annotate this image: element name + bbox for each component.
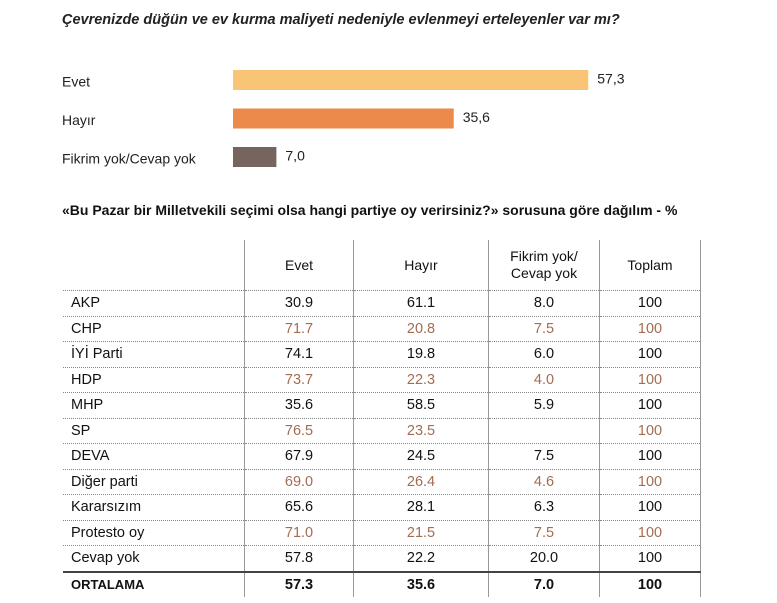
cell: 22.3 (353, 367, 489, 393)
column-header: Evet (244, 240, 354, 291)
cell: 100 (599, 418, 701, 444)
cell: 100 (599, 494, 701, 521)
row-label: AKP (63, 290, 245, 317)
cell: 20.8 (353, 316, 489, 342)
table-row: AKP 30.9 61.1 8.0 100 (63, 290, 701, 317)
bar (233, 70, 589, 90)
corner-cell (63, 240, 245, 291)
row-label: DEVA (63, 443, 245, 470)
cell: 100 (599, 341, 701, 368)
cell: 100 (599, 367, 701, 393)
cell: 71.7 (244, 316, 354, 342)
column-header: Hayır (353, 240, 489, 291)
category-label: Evet (62, 74, 90, 90)
table-row: SP 76.5 23.5 100 (63, 418, 701, 444)
cell: 69.0 (244, 469, 354, 495)
bar-chart: Çevrenizde düğün ve ev kurma maliyeti ne… (62, 12, 625, 167)
row-label: Cevap yok (63, 545, 245, 572)
cell: 100 (599, 392, 701, 419)
cell: 5.9 (488, 392, 600, 419)
cell: 22.2 (353, 545, 489, 572)
cell: 7.5 (488, 520, 600, 546)
chart-title: Çevrenizde düğün ve ev kurma maliyeti ne… (62, 12, 620, 28)
table-row: MHP 35.6 58.5 5.9 100 (63, 392, 701, 419)
cell: 6.3 (488, 494, 600, 521)
cell: 74.1 (244, 341, 354, 368)
cell: 71.0 (244, 520, 354, 546)
row-label: MHP (63, 392, 245, 419)
cell: 67.9 (244, 443, 354, 470)
cell: 21.5 (353, 520, 489, 546)
row-label: Protesto oy (63, 520, 245, 546)
data-table: Evet Hayır Fikrim yok/ Cevap yok Toplam AKP… (63, 240, 701, 597)
category-label: Fikrim yok/Cevap yok (62, 151, 197, 167)
header-row: Evet Hayır Fikrim yok/ Cevap yok Toplam (63, 240, 701, 291)
cell: 57.3 (244, 570, 354, 597)
cell: 100 (599, 520, 701, 546)
cell: 61.1 (353, 290, 489, 317)
cell: 35.6 (244, 392, 354, 419)
table-row: Kararsızım 65.6 28.1 6.3 100 (63, 494, 701, 521)
column-header: Fikrim yok/ Cevap yok (488, 240, 600, 291)
cell: 100 (599, 545, 701, 572)
table-row: Diğer parti 69.0 26.4 4.6 100 (63, 469, 701, 495)
value-label: 7,0 (285, 148, 305, 164)
cell: 23.5 (353, 418, 489, 444)
cell: 76.5 (244, 418, 354, 444)
row-label: İYİ Parti (63, 341, 245, 368)
table-row: Protesto oy 71.0 21.5 7.5 100 (63, 520, 701, 546)
cell: 73.7 (244, 367, 354, 393)
row-label: ORTALAMA (63, 570, 245, 597)
cell: 4.6 (488, 469, 600, 495)
table-row: Cevap yok 57.8 22.2 20.0 100 (63, 545, 701, 572)
table-title: «Bu Pazar bir Milletvekili seçimi olsa h… (62, 202, 678, 218)
cell: 6.0 (488, 341, 600, 368)
cell: 19.8 (353, 341, 489, 368)
column-header: Toplam (599, 240, 701, 291)
row-label: SP (63, 418, 245, 444)
cell: 7.5 (488, 316, 600, 342)
cell: 100 (599, 316, 701, 342)
bar (233, 147, 277, 167)
table-row: HDP 73.7 22.3 4.0 100 (63, 367, 701, 393)
cell: 100 (599, 290, 701, 317)
cell: 4.0 (488, 367, 600, 393)
table-row: ORTALAMA 57.3 35.6 7.0 100 (63, 570, 701, 597)
cell: 65.6 (244, 494, 354, 521)
value-label: 57,3 (597, 71, 624, 87)
row-label: Diğer parti (63, 469, 245, 495)
table-row: CHP 71.7 20.8 7.5 100 (63, 316, 701, 342)
table-row: DEVA 67.9 24.5 7.5 100 (63, 443, 701, 470)
cell: 26.4 (353, 469, 489, 495)
cell: 57.8 (244, 545, 354, 572)
cell: 100 (599, 570, 701, 597)
cell: 58.5 (353, 392, 489, 419)
cell: 30.9 (244, 290, 354, 317)
cell: 7.5 (488, 443, 600, 470)
cell: 7.0 (488, 570, 600, 597)
row-label: CHP (63, 316, 245, 342)
cell: 100 (599, 469, 701, 495)
cell: 8.0 (488, 290, 600, 317)
value-label: 35,6 (463, 109, 490, 125)
cell: 28.1 (353, 494, 489, 521)
row-label: Kararsızım (63, 494, 245, 521)
cell (488, 418, 600, 444)
bar (233, 108, 454, 129)
category-label: Hayır (62, 112, 96, 128)
cell: 35.6 (353, 570, 489, 597)
cell: 24.5 (353, 443, 489, 470)
row-label: HDP (63, 367, 245, 393)
cell: 100 (599, 443, 701, 470)
cell: 20.0 (488, 545, 600, 572)
table-row: İYİ Parti 74.1 19.8 6.0 100 (63, 341, 701, 368)
